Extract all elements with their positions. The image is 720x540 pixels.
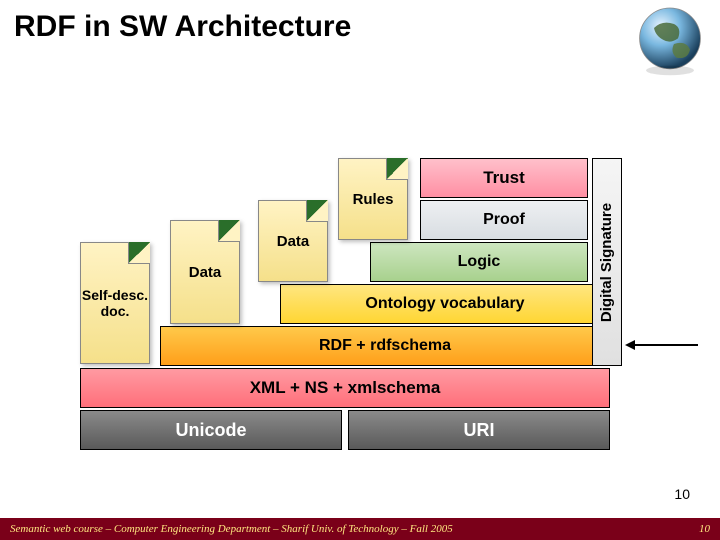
footer-bar: Semantic web course – Computer Engineeri… <box>0 518 720 540</box>
doc-fold-icon <box>128 242 150 264</box>
doc-self-desc: Self-desc. doc. <box>80 242 150 364</box>
doc-data-1: Data <box>170 220 240 324</box>
sw-architecture-diagram: Unicode URI XML + NS + xmlschema RDF + r… <box>80 100 640 460</box>
layer-logic: Logic <box>370 242 588 282</box>
footer-text: Semantic web course – Computer Engineeri… <box>10 523 453 535</box>
doc-self-label: Self-desc. doc. <box>81 287 149 319</box>
footer-page: 10 <box>699 523 710 535</box>
doc-data1-label: Data <box>189 264 222 281</box>
layer-xml: XML + NS + xmlschema <box>80 368 610 408</box>
doc-rules-label: Rules <box>353 191 394 208</box>
doc-fold-icon <box>306 200 328 222</box>
arrow-icon <box>628 344 698 346</box>
layer-ontology: Ontology vocabulary <box>280 284 610 324</box>
doc-rules: Rules <box>338 158 408 240</box>
layer-trust: Trust <box>420 158 588 198</box>
layer-unicode: Unicode <box>80 410 342 450</box>
slide-title: RDF in SW Architecture <box>14 10 351 44</box>
doc-data-2: Data <box>258 200 328 282</box>
layer-uri: URI <box>348 410 610 450</box>
layer-digital-signature: Digital Signature <box>592 158 622 366</box>
page-number: 10 <box>674 486 690 502</box>
doc-fold-icon <box>386 158 408 180</box>
doc-data2-label: Data <box>277 233 310 250</box>
layer-proof: Proof <box>420 200 588 240</box>
digital-signature-label: Digital Signature <box>599 202 616 321</box>
layer-rdf: RDF + rdfschema <box>160 326 610 366</box>
globe-icon <box>630 0 710 80</box>
doc-fold-icon <box>218 220 240 242</box>
